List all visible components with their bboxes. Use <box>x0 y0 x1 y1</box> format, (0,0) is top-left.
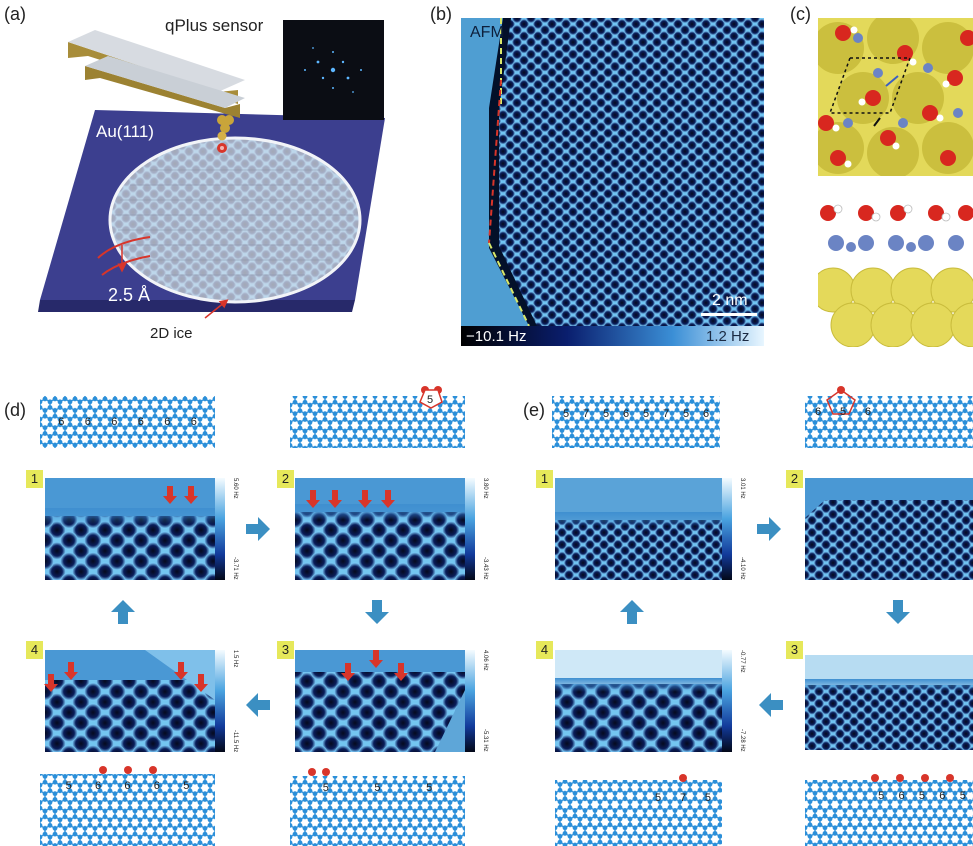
ring-label: 5 <box>878 790 885 802</box>
ring-label: 6 <box>58 416 65 428</box>
panel-a-label: (a) <box>4 4 26 24</box>
panel-a-illustration <box>0 0 425 345</box>
colorbar-min: −10.1 Hz <box>466 328 527 345</box>
ring-label: 5 <box>65 780 72 792</box>
structure-top-view <box>818 18 973 176</box>
ring-label: 5 <box>704 792 711 804</box>
ring-label: 7 <box>662 408 670 420</box>
scale-bottom: -4.10 Hz <box>739 557 745 580</box>
ring-label: 5 <box>562 408 570 420</box>
ring-label: 6 <box>898 790 905 802</box>
e-scalebar-1 <box>722 478 732 580</box>
d-schematic-1: 6 6 6 6 6 6 <box>40 396 215 448</box>
scale-top: 5.60 Hz <box>232 478 238 499</box>
ring-label: 6 <box>164 416 171 428</box>
d-scalebar-1 <box>215 478 225 580</box>
colorbar-max: 1.2 Hz <box>706 328 750 345</box>
structure-side-view <box>818 195 973 347</box>
e-scalebar-4 <box>722 650 732 752</box>
scale-bar-label: 2 nm <box>712 292 748 309</box>
scale-top: 1.5 Hz <box>232 650 238 668</box>
panel-d-label: (d) <box>4 400 26 420</box>
ring-label: 6 <box>84 416 91 428</box>
ring-label: 5 <box>839 406 847 418</box>
sensor-label: qPlus sensor <box>165 16 264 35</box>
ring-label: 5 <box>959 790 966 802</box>
e-schematic-4: 5 7 5 <box>555 770 722 846</box>
e-schematic-3: 5 6 5 6 5 <box>805 770 973 846</box>
d-afm-1 <box>45 478 215 580</box>
d-schematic-3: 5 5 5 <box>290 762 465 846</box>
d-scale-4: 1.5 Hz -11.5 Hz <box>226 650 238 752</box>
e-scale-4: -0.77 Hz -7.28 Hz <box>733 650 745 752</box>
e-step-3: 3 <box>786 641 803 659</box>
scale-bottom: -3.71 Hz <box>232 557 238 580</box>
height-label: 2.5 Å <box>108 285 151 305</box>
ring-label: 6 <box>153 780 160 792</box>
ring-label: 6 <box>137 416 144 428</box>
panel-b-label: (b) <box>430 4 452 24</box>
substrate-label: Au(111) <box>96 122 154 141</box>
scale-bottom: -3.43 Hz <box>482 557 488 580</box>
e-schematic-2: 6 5 6 <box>805 382 973 448</box>
d-step-3: 3 <box>277 641 294 659</box>
ring-label: 5 <box>682 408 690 420</box>
ring-label: 6 <box>939 790 946 802</box>
d-scale-3: 4.06 Hz -5.31 Hz <box>476 650 488 752</box>
scale-bottom: -7.28 Hz <box>739 729 745 752</box>
ring-label: 5 <box>426 782 433 794</box>
scale-top: 4.06 Hz <box>482 650 488 671</box>
d-afm-2 <box>295 478 465 580</box>
e-scale-1: 3.01 Hz -4.10 Hz <box>733 478 745 580</box>
scale-bottom: -11.5 Hz <box>232 729 238 752</box>
panel-e-label: (e) <box>523 400 545 420</box>
ring-label: 6 <box>815 406 822 418</box>
ring-label: 5 <box>427 394 434 406</box>
d-step-1: 1 <box>26 470 43 488</box>
d-step-4: 4 <box>26 641 43 659</box>
d-scale-1: 5.60 Hz -3.71 Hz <box>226 478 238 580</box>
afm-mode-label: AFM <box>470 24 504 41</box>
d-afm-3 <box>295 650 465 752</box>
d-scale-2: 3.80 Hz -3.43 Hz <box>476 478 488 580</box>
d-scalebar-2 <box>465 478 475 580</box>
scale-top: -0.77 Hz <box>739 650 745 673</box>
ring-label: 5 <box>918 790 926 802</box>
e-step-4: 4 <box>536 641 553 659</box>
e-afm-1 <box>555 478 722 580</box>
e-afm-2 <box>805 478 973 580</box>
ring-label: 6 <box>864 406 871 418</box>
scale-top: 3.01 Hz <box>739 478 745 499</box>
d-schematic-2: 5 <box>290 382 465 448</box>
e-step-1: 1 <box>536 470 553 488</box>
d-scalebar-3 <box>465 650 475 752</box>
ring-label: 5 <box>374 782 381 794</box>
ring-label: 5 <box>183 780 190 792</box>
e-step-2: 2 <box>786 470 803 488</box>
ring-label: 5 <box>655 792 662 804</box>
scale-bottom: -5.31 Hz <box>482 729 488 752</box>
ring-label: 6 <box>702 408 710 420</box>
e-afm-3 <box>805 655 973 750</box>
ring-label: 6 <box>111 416 118 428</box>
ring-label: 5 <box>642 408 650 420</box>
ring-label: 7 <box>679 792 687 804</box>
ring-label: 6 <box>190 416 197 428</box>
d-scalebar-4 <box>215 650 225 752</box>
ring-label: 6 <box>622 408 630 420</box>
ring-label: 6 <box>124 780 131 792</box>
ring-label: 6 <box>95 780 102 792</box>
e-schematic-1: 5 7 5 6 5 7 5 6 <box>552 390 720 448</box>
panel-c-label: (c) <box>790 4 811 24</box>
d-schematic-4: 5 6 6 6 5 <box>40 762 215 846</box>
scale-top: 3.80 Hz <box>482 478 488 499</box>
d-step-2: 2 <box>277 470 294 488</box>
ring-label: 7 <box>582 408 590 420</box>
afm-image <box>461 18 764 326</box>
colorbar <box>461 326 764 346</box>
e-afm-4 <box>555 650 722 752</box>
ice-label: 2D ice <box>150 325 193 342</box>
ring-label: 5 <box>602 408 610 420</box>
ring-label: 5 <box>322 782 329 794</box>
